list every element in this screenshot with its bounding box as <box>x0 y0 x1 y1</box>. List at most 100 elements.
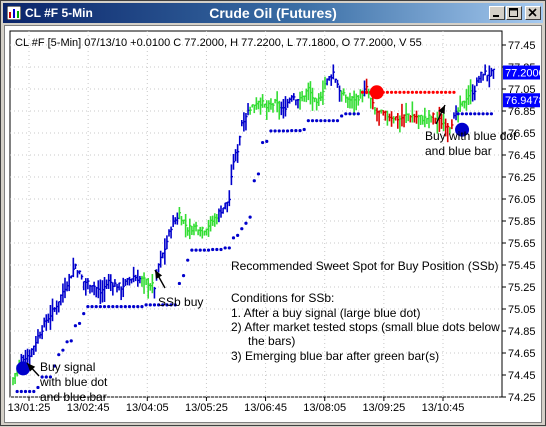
stop-dot <box>48 375 53 379</box>
stop-dot <box>53 364 57 368</box>
price-chart[interactable]: 77.4577.2577.0576.8576.6576.4576.2576.05… <box>5 26 545 422</box>
minimize-icon <box>493 15 499 17</box>
stop-dot <box>57 353 61 357</box>
price-tags: 77.2000 76.9478 <box>503 65 545 108</box>
stop-dot <box>152 303 157 307</box>
signal-markers <box>16 85 470 376</box>
stop-dot <box>177 281 181 286</box>
title-bar[interactable]: CL #F 5-Min Crude Oil (Futures) <box>3 3 543 23</box>
stop-dot <box>248 215 252 219</box>
stop-dot <box>223 246 227 250</box>
stop-dot <box>119 305 123 309</box>
stop-dot <box>236 233 240 237</box>
stop-dot <box>127 305 132 309</box>
stop-dot <box>489 112 493 116</box>
stop-dot <box>73 324 77 328</box>
close-button[interactable] <box>525 6 541 20</box>
stop-dot <box>460 112 464 116</box>
stop-dot <box>186 258 190 262</box>
annotation-buy-blue-1: Buy with blue dot <box>425 129 517 143</box>
stop-dot <box>231 236 236 240</box>
x-tick-label: 13/01:25 <box>8 402 51 414</box>
stop-dots <box>15 90 493 394</box>
stop-dot <box>348 112 352 116</box>
stop-dot <box>28 389 32 394</box>
stop-dot <box>281 129 285 133</box>
large-red-dot <box>369 85 384 100</box>
stop-dot <box>456 112 460 116</box>
arrow-ssb-buy-head <box>155 270 163 279</box>
stop-dot <box>290 129 294 133</box>
stop-dot <box>352 112 356 116</box>
stop-dot <box>202 248 206 252</box>
y-tick-label: 74.45 <box>508 370 536 382</box>
sell-stop-dot <box>402 90 406 94</box>
stop-dot <box>227 246 231 250</box>
stop-dot <box>136 305 140 309</box>
stop-dot <box>165 303 169 307</box>
chart-area[interactable]: 77.4577.2577.0576.8576.6576.4576.2576.05… <box>4 25 545 423</box>
sell-stop-dot <box>448 90 452 94</box>
annotation-buy-signal-2: with blue dot <box>39 375 108 389</box>
stop-dot <box>261 140 265 145</box>
y-tick-label: 75.25 <box>508 282 536 294</box>
stop-dot <box>298 129 302 133</box>
x-tick-label: 13/02:45 <box>67 402 110 414</box>
stop-dot <box>23 389 28 394</box>
sell-stop-dot <box>410 90 414 94</box>
sell-stop-dot <box>431 90 435 94</box>
stop-dot <box>265 139 269 144</box>
sell-stop-dot <box>398 90 402 94</box>
stop-dot <box>161 303 165 307</box>
y-tick-label: 76.65 <box>508 128 536 140</box>
stop-dot <box>82 312 86 316</box>
stop-dot <box>65 340 69 344</box>
x-tick-label: 13/06:45 <box>244 402 287 414</box>
stop-dot <box>40 375 44 379</box>
stop-dot <box>157 303 161 307</box>
arrow-buy-signal-head <box>27 363 36 372</box>
y-tick-label: 76.85 <box>508 106 536 118</box>
y-tick-label: 74.25 <box>508 392 536 404</box>
stop-dot <box>102 305 107 309</box>
stop-dot <box>194 248 198 252</box>
stop-dot <box>211 247 215 252</box>
stop-dot <box>148 303 152 307</box>
stop-dot <box>485 112 489 116</box>
y-tick-label: 75.05 <box>508 304 536 316</box>
stop-dot <box>464 112 469 116</box>
stop-dot <box>273 129 277 133</box>
y-tick-label: 76.45 <box>508 150 536 162</box>
maximize-icon <box>509 8 518 17</box>
stop-dot <box>319 119 323 123</box>
x-tick-label: 13/10:45 <box>422 402 465 414</box>
stop-dot <box>306 119 310 123</box>
sell-stop-dot <box>365 90 369 94</box>
stop-dot <box>190 248 194 252</box>
annotation-sweet-spot: Recommended Sweet Spot for Buy Position … <box>231 259 498 273</box>
stop-dot <box>256 172 261 176</box>
minimize-button[interactable] <box>489 6 505 20</box>
stop-dot <box>356 112 360 116</box>
stop-dot <box>19 389 23 394</box>
sell-stop-dot <box>385 90 389 94</box>
annotation-condition-1: 1. After a buy signal (large blue dot) <box>231 306 420 320</box>
stop-dot <box>473 112 477 116</box>
y-tick-label: 77.05 <box>508 84 536 96</box>
stop-dot <box>86 305 90 309</box>
y-tick-label: 74.85 <box>508 326 536 338</box>
sell-stop-dot <box>394 90 398 94</box>
stop-dot <box>294 129 298 133</box>
chart-title: Crude Oil (Futures) <box>209 5 337 21</box>
stop-dot <box>15 389 19 394</box>
maximize-button[interactable] <box>506 6 522 20</box>
stop-dot <box>32 389 36 394</box>
sell-stop-dot <box>444 90 448 94</box>
sell-stop-dot <box>427 90 431 94</box>
price-tag-box <box>503 93 540 108</box>
annotation-condition-2b: the bars) <box>248 334 295 348</box>
large-blue-buy-dot-2 <box>455 122 470 137</box>
stop-dot <box>340 114 344 118</box>
window-title: CL #F 5-Min <box>25 6 93 20</box>
stop-dot <box>36 385 40 390</box>
